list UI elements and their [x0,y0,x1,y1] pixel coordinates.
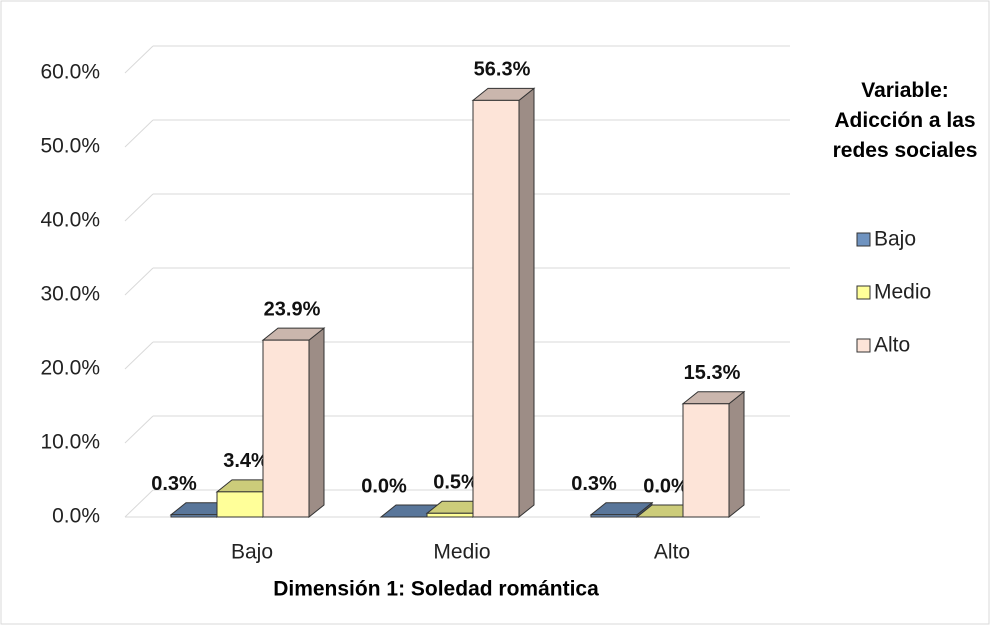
value-label: 0.3% [571,473,617,495]
bar [426,512,474,518]
y-tick-label: 30.0% [40,283,100,306]
value-label: 0.0% [643,475,689,497]
legend-swatch [856,338,871,353]
grid-line-side [124,489,154,518]
grid-line-side [124,45,154,74]
y-tick-label: 40.0% [40,209,100,232]
bar [472,99,520,518]
value-label: 23.9% [264,298,321,320]
bar-side [308,327,325,519]
x-axis-label: Dimensión 1: Soledad romántica [273,578,599,601]
grid-line-side [124,415,154,444]
x-tick-label: Alto [654,541,690,564]
legend-label: Alto [874,334,910,357]
bar [216,491,264,518]
value-label: 0.0% [361,475,407,497]
legend-title: Variable: Adicción a las redes sociales [832,79,978,162]
grid-line-side [124,267,154,296]
bar [682,403,730,518]
y-tick-label: 20.0% [40,357,100,380]
y-tick-label: 60.0% [40,61,100,84]
y-tick-label: 0.0% [52,505,100,528]
legend-label: Bajo [874,228,916,251]
grid-line-side [124,193,154,222]
bar-side [518,87,535,519]
x-tick-label: Bajo [231,541,273,564]
legend-swatch [856,232,871,247]
legend-swatch [856,285,871,300]
value-label: 0.5% [433,472,479,494]
legend-label: Medio [874,281,931,304]
x-tick-label: Medio [433,541,490,564]
value-label: 56.3% [474,59,531,81]
value-label: 0.3% [151,473,197,495]
y-tick-label: 10.0% [40,431,100,454]
grid-line-side [124,341,154,370]
bar [262,339,310,518]
y-tick-label: 50.0% [40,135,100,158]
grid-line-side [124,119,154,148]
bar-side [728,390,745,519]
bar [170,514,218,518]
value-label: 15.3% [684,362,741,384]
bar [590,514,638,518]
value-label: 3.4% [223,450,269,472]
